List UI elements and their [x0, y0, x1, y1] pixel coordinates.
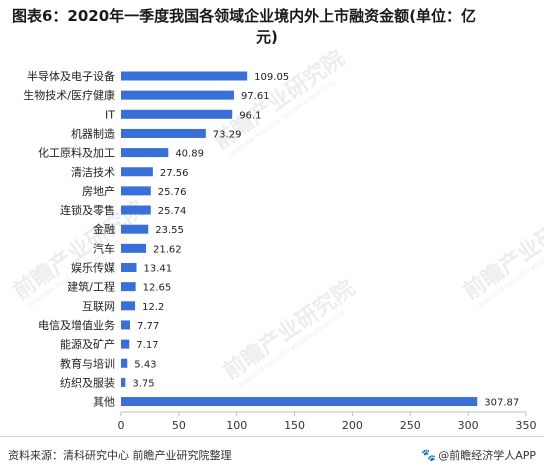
- value-label: 3.75: [132, 378, 154, 389]
- bar: [121, 358, 128, 368]
- category-label: 娱乐传媒: [71, 261, 115, 275]
- value-labels: 109.05 97.61 96.1 73.29 40.89 27.56 25.76 25.74…: [132, 72, 519, 409]
- category-label: 生物技术/医疗健康: [23, 88, 115, 102]
- chart-title: 图表6：2020年一季度我国各领域企业境内外上市融资金额(单位：亿 元): [12, 6, 532, 48]
- value-label: 13.41: [144, 264, 173, 275]
- x-tick-label: 350: [516, 419, 537, 432]
- brand-text: @前瞻经济学人APP: [438, 449, 536, 462]
- value-label: 307.87: [484, 398, 519, 409]
- value-label: 27.56: [160, 168, 189, 179]
- category-label: 半导体及电子设备: [27, 69, 115, 83]
- bar: [121, 167, 153, 177]
- category-label: 建筑/工程: [67, 280, 115, 294]
- value-label: 25.76: [158, 187, 187, 198]
- brand-credit: 🐾 @前瞻经济学人APP: [421, 447, 536, 463]
- value-label: 96.1: [239, 110, 261, 121]
- bar: [121, 377, 126, 387]
- value-label: 97.61: [241, 91, 270, 102]
- category-label: 金融: [93, 222, 115, 236]
- bar: [121, 263, 137, 272]
- x-tick-label: 150: [284, 419, 305, 432]
- category-label: 教育与培训: [60, 356, 115, 370]
- value-label: 12.65: [143, 283, 172, 294]
- category-label: 清洁技术: [71, 166, 115, 179]
- x-tick-label: 0: [118, 419, 125, 432]
- bar: [121, 320, 130, 330]
- bar: [121, 148, 169, 158]
- value-label: 25.74: [158, 206, 187, 217]
- value-label: 21.62: [153, 244, 182, 255]
- bar: [121, 339, 130, 349]
- category-label: 能源及矿产: [60, 337, 115, 351]
- bars-group: [121, 71, 478, 407]
- bar: [121, 282, 136, 292]
- bar: [121, 224, 149, 234]
- bar: [121, 301, 136, 311]
- bar: [121, 109, 233, 119]
- value-label: 7.77: [137, 321, 159, 332]
- x-tick-label: 100: [226, 419, 247, 432]
- value-label: 73.29: [213, 129, 242, 140]
- category-label: 汽车: [93, 241, 115, 255]
- category-label: 纺织及服装: [60, 375, 115, 389]
- paw-icon: 🐾: [421, 448, 437, 462]
- category-label: 房地产: [82, 184, 115, 198]
- bar: [121, 186, 151, 196]
- x-axis: 0 50 100 150 200 250 300 350: [118, 411, 537, 432]
- value-label: 12.2: [142, 302, 164, 313]
- x-tick-label: 200: [342, 419, 363, 432]
- value-label: 109.05: [254, 72, 289, 83]
- bar: [121, 71, 248, 81]
- category-label: 互联网: [82, 300, 115, 313]
- footer: 资料来源：清科研究中心 前瞻产业研究院整理 🐾 @前瞻经济学人APP: [0, 436, 544, 473]
- category-label: IT: [105, 108, 115, 121]
- bar: [121, 205, 151, 215]
- watermark-text: 前瞻产业研究院: [219, 275, 360, 385]
- value-label: 5.43: [134, 359, 156, 370]
- chart-title-line1: 图表6：2020年一季度我国各领域企业境内外上市融资金额(单位：亿: [12, 7, 477, 25]
- chart-title-line2: 元): [256, 28, 278, 46]
- x-tick-label: 250: [400, 419, 421, 432]
- bar: [121, 243, 147, 253]
- bar: [121, 397, 478, 407]
- category-label: 机器制造: [71, 126, 115, 140]
- bar: [121, 90, 234, 100]
- category-label: 化工原料及加工: [38, 146, 115, 160]
- source-text: 资料来源：清科研究中心 前瞻产业研究院整理: [8, 449, 232, 462]
- bar: [121, 128, 206, 138]
- category-label: 电信及增值业务: [38, 318, 115, 332]
- x-tick-label: 50: [172, 419, 186, 432]
- value-label: 40.89: [175, 149, 204, 160]
- value-label: 7.17: [136, 340, 158, 351]
- x-tick-label: 300: [458, 419, 479, 432]
- category-label: 其他: [93, 396, 115, 409]
- category-label: 连锁及零售: [60, 203, 115, 217]
- value-label: 23.55: [155, 225, 184, 236]
